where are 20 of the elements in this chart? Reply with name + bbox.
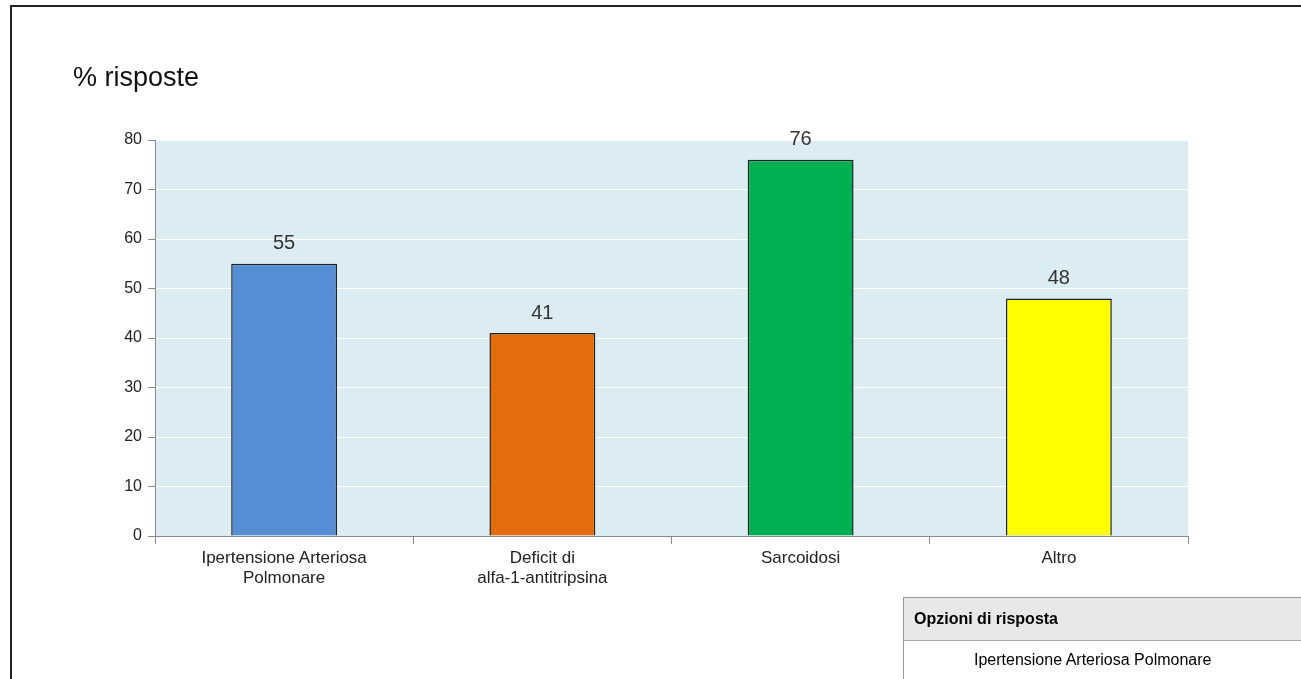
text: Opzioni di risposta [904,598,1301,641]
data-label: 76 [789,127,812,150]
x-tick-label: Sarcoidosi [760,547,841,567]
y-tick-label: 60 [124,229,143,247]
chart-title: % risposte [73,62,200,93]
y-tick-label: 30 [124,377,143,395]
y-tick-label: 40 [124,328,143,346]
text: Ipertensione Arteriosa Polmonare [973,650,1213,669]
y-tick-label: 50 [124,278,143,296]
x-tick-label: Deficit di alfa-1-antitripsina [477,547,609,588]
y-tick-label: 20 [124,427,143,445]
data-label: 41 [531,300,554,323]
data-label: 48 [1047,265,1070,288]
y-tick-label: 0 [133,526,143,544]
data-label: 55 [273,231,296,254]
x-tick-label: Altro [1041,547,1077,567]
y-tick-label: 10 [124,476,143,494]
y-tick-label: 80 [124,130,143,148]
y-tick-label: 70 [124,179,143,197]
x-tick-label: Ipertensione Arteriosa Polmonare [201,547,368,588]
